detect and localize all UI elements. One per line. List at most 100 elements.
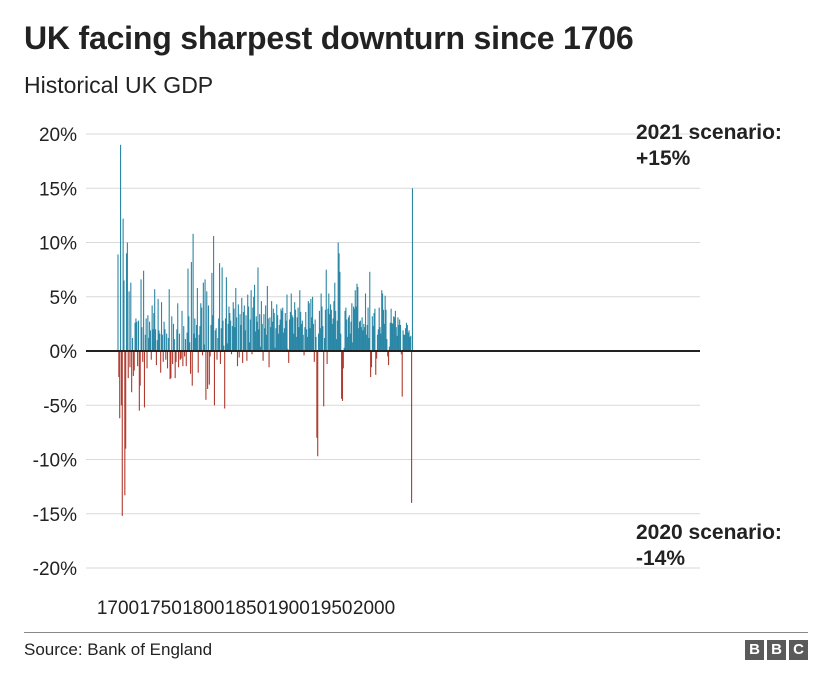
gdp-bar xyxy=(371,316,373,351)
gdp-bar xyxy=(362,330,364,351)
gdp-bar xyxy=(230,320,232,351)
gdp-bar xyxy=(218,318,220,351)
footer-divider xyxy=(24,632,808,633)
gdp-bar xyxy=(328,293,330,351)
gdp-bar xyxy=(384,295,386,351)
gdp-bar xyxy=(153,313,155,351)
gdp-bar xyxy=(407,332,409,351)
gdp-bar xyxy=(130,282,132,351)
gdp-bar xyxy=(204,279,206,351)
gdp-bar xyxy=(352,342,354,351)
gdp-bar xyxy=(118,351,120,378)
gdp-bar xyxy=(269,317,271,351)
gdp-bar xyxy=(306,336,309,351)
y-axis-ticks: 20% 15% 10% 5% 0% -5% -10% -15% -20% xyxy=(33,125,77,580)
gdp-bar xyxy=(322,326,324,351)
gdp-bar xyxy=(312,296,314,351)
y-tick-label: 15% xyxy=(39,179,77,200)
bbc-logo: B B C xyxy=(745,640,808,660)
gdp-bar xyxy=(286,294,288,351)
gdp-bar xyxy=(197,351,199,373)
gdp-bar xyxy=(252,307,254,351)
gdp-bar xyxy=(237,304,239,351)
annotation-2021-line2: +15% xyxy=(636,147,691,170)
gdp-bar xyxy=(160,351,162,373)
gdp-bar xyxy=(147,315,149,351)
gdp-bar xyxy=(401,351,403,397)
gdp-bar xyxy=(213,235,215,351)
gdp-bar xyxy=(278,324,280,351)
gdp-bar xyxy=(287,348,289,351)
gdp-bar xyxy=(250,290,252,351)
gdp-bar xyxy=(317,351,319,457)
gdp-bar xyxy=(183,326,185,351)
gdp-bar xyxy=(394,310,396,351)
gdp-bar xyxy=(388,346,390,351)
gdp-bar xyxy=(345,307,347,351)
gdp-bar xyxy=(213,351,215,406)
gdp-bar xyxy=(364,293,367,351)
gdp-bar xyxy=(137,320,140,351)
gdp-bar xyxy=(202,282,204,351)
gdp-bar xyxy=(127,351,129,379)
x-tick-label: 1950 xyxy=(310,598,352,619)
y-tick-label: -10% xyxy=(33,451,77,472)
gdp-bar xyxy=(137,351,139,367)
gdp-bar xyxy=(335,339,338,351)
gdp-bar xyxy=(254,331,256,351)
gdp-bar xyxy=(265,305,267,351)
annotation-2020-line1: 2020 scenario: xyxy=(636,521,782,544)
gdp-bar xyxy=(306,329,308,351)
gdp-bar xyxy=(321,306,323,351)
gdp-bar xyxy=(244,330,246,351)
gdp-bar xyxy=(162,351,164,362)
gdp-bar xyxy=(199,326,201,351)
gdp-bar xyxy=(219,351,221,365)
gdp-bar xyxy=(227,323,229,351)
gdp-bar xyxy=(203,344,205,351)
x-tick-label: 1800 xyxy=(182,598,224,619)
gdp-bar xyxy=(138,351,140,411)
gdp-bar xyxy=(337,242,339,351)
gdp-bar xyxy=(327,308,329,351)
gdp-bar xyxy=(152,329,154,351)
gdp-bar xyxy=(141,327,143,351)
gdp-bar xyxy=(161,334,163,351)
gdp-bar xyxy=(142,351,144,362)
gdp-bar xyxy=(313,351,315,362)
gdp-bar xyxy=(348,315,350,351)
gdp-bar xyxy=(240,324,242,351)
gdp-bar xyxy=(148,337,150,351)
gdp-bar xyxy=(367,307,369,351)
gdp-bar xyxy=(235,288,237,351)
gdp-bar xyxy=(184,339,186,351)
gdp-bar xyxy=(168,289,170,351)
gdp-bar xyxy=(178,351,180,368)
gdp-bar xyxy=(207,351,209,389)
gdp-bar xyxy=(344,310,346,351)
gdp-bar xyxy=(346,319,348,351)
gdp-bar xyxy=(187,268,189,351)
gdp-bar xyxy=(188,316,190,351)
gdp-bar xyxy=(405,328,407,351)
gdp-bar xyxy=(135,318,137,351)
gdp-bar xyxy=(309,328,311,351)
gdp-bar xyxy=(353,306,355,351)
gdp-bar xyxy=(131,337,134,351)
gdp-bar xyxy=(381,290,383,351)
gdp-bar xyxy=(201,351,204,356)
gdp-bar xyxy=(273,313,275,351)
gdp-bar xyxy=(163,321,165,351)
annotation-2021-line1: 2021 scenario: xyxy=(636,121,782,144)
gdp-bar xyxy=(189,351,192,374)
gdp-bar xyxy=(300,311,302,351)
gdp-bar xyxy=(172,323,175,351)
gdp-bar xyxy=(207,305,210,351)
gdp-bar xyxy=(267,318,269,351)
gdp-bar xyxy=(192,233,194,351)
gdp-bar xyxy=(338,253,340,351)
gdp-bar xyxy=(375,351,377,375)
gdp-bar xyxy=(280,308,282,351)
gdp-bar xyxy=(157,298,159,351)
gdp-bar xyxy=(219,263,221,351)
